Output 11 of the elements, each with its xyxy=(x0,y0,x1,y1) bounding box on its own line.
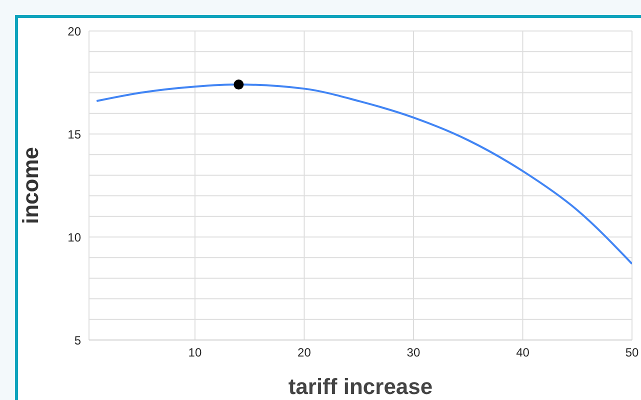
x-tick-label: 20 xyxy=(298,346,312,360)
y-axis-title: income xyxy=(18,146,43,224)
y-tick-label: 10 xyxy=(68,230,82,244)
x-tick-label: 50 xyxy=(625,346,639,360)
x-tick-label: 30 xyxy=(406,346,420,360)
x-axis-title: tariff increase xyxy=(288,374,433,399)
y-tick-label: 20 xyxy=(68,24,82,38)
y-tick-label: 5 xyxy=(74,333,82,348)
y-tick-label: 15 xyxy=(68,127,82,142)
x-tick-label: 40 xyxy=(516,346,530,360)
x-tick-label: 10 xyxy=(188,346,202,360)
